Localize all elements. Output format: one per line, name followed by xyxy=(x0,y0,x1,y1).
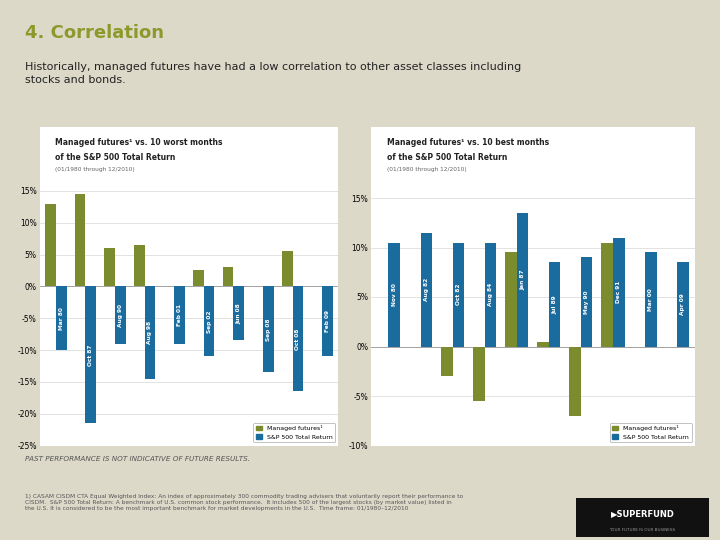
Text: Oct 87: Oct 87 xyxy=(89,344,94,366)
Bar xyxy=(174,286,185,343)
Text: May 90: May 90 xyxy=(584,290,589,314)
Bar xyxy=(115,286,126,343)
Text: Managed futures¹ vs. 10 best months: Managed futures¹ vs. 10 best months xyxy=(387,138,549,147)
Bar xyxy=(549,262,560,347)
Text: Jul 89: Jul 89 xyxy=(552,295,557,314)
Bar xyxy=(581,258,593,347)
Bar xyxy=(204,286,215,356)
Bar xyxy=(45,204,56,286)
Text: (01/1980 through 12/2010): (01/1980 through 12/2010) xyxy=(387,167,467,172)
Legend: Managed futures¹, S&P 500 Total Return: Managed futures¹, S&P 500 Total Return xyxy=(610,423,692,442)
Bar xyxy=(441,347,453,376)
Text: of the S&P 500 Total Return: of the S&P 500 Total Return xyxy=(387,153,508,161)
Bar xyxy=(485,242,496,347)
Text: Oct 08: Oct 08 xyxy=(295,328,300,349)
Bar xyxy=(322,286,333,356)
Bar xyxy=(537,342,549,347)
Text: 1) CASAM CISDM CTA Equal Weighted Index: An index of approximately 300 commodity: 1) CASAM CISDM CTA Equal Weighted Index:… xyxy=(25,494,464,511)
Bar xyxy=(453,242,464,347)
Bar xyxy=(193,271,204,286)
Text: Sep 02: Sep 02 xyxy=(207,310,212,333)
Text: Aug 82: Aug 82 xyxy=(424,278,429,301)
Bar xyxy=(222,267,233,286)
Text: Dec 91: Dec 91 xyxy=(616,281,621,303)
Text: PAST PERFORMANCE IS NOT INDICATIVE OF FUTURE RESULTS.: PAST PERFORMANCE IS NOT INDICATIVE OF FU… xyxy=(25,456,251,462)
Bar xyxy=(505,253,517,347)
Text: Feb 09: Feb 09 xyxy=(325,310,330,333)
Bar xyxy=(613,238,624,347)
Bar xyxy=(86,286,96,423)
Text: Feb 01: Feb 01 xyxy=(177,304,182,326)
Text: Aug 98: Aug 98 xyxy=(148,321,153,344)
Text: Historically, managed futures have had a low correlation to other asset classes : Historically, managed futures have had a… xyxy=(25,62,521,85)
Bar xyxy=(389,242,400,347)
Text: Mar 00: Mar 00 xyxy=(648,288,653,311)
Text: YOUR FUTURE IS OUR BUSINESS: YOUR FUTURE IS OUR BUSINESS xyxy=(610,528,675,531)
Bar xyxy=(104,248,115,286)
Text: Nov 80: Nov 80 xyxy=(392,283,397,306)
Text: 4. Correlation: 4. Correlation xyxy=(25,24,164,42)
Bar xyxy=(263,286,274,372)
Text: Oct 82: Oct 82 xyxy=(456,284,461,305)
Bar xyxy=(570,347,581,416)
Bar xyxy=(473,347,485,401)
Text: Jun 08: Jun 08 xyxy=(236,303,241,324)
Bar xyxy=(677,262,689,347)
Text: Apr 09: Apr 09 xyxy=(680,294,685,315)
Text: ▶SUPERFUND: ▶SUPERFUND xyxy=(611,509,675,518)
Bar xyxy=(56,286,66,350)
Bar xyxy=(134,245,145,286)
Bar xyxy=(282,252,292,286)
Bar xyxy=(75,194,86,286)
Text: Aug 84: Aug 84 xyxy=(488,283,493,306)
Text: Aug 90: Aug 90 xyxy=(118,303,123,327)
Text: Sep 08: Sep 08 xyxy=(266,318,271,341)
Text: Mar 80: Mar 80 xyxy=(59,307,63,329)
Text: Managed futures¹ vs. 10 worst months: Managed futures¹ vs. 10 worst months xyxy=(55,138,222,147)
Text: of the S&P 500 Total Return: of the S&P 500 Total Return xyxy=(55,153,175,161)
Legend: Managed futures¹, S&P 500 Total Return: Managed futures¹, S&P 500 Total Return xyxy=(253,423,336,442)
Bar xyxy=(420,233,432,347)
Bar xyxy=(145,286,156,379)
Bar xyxy=(517,213,528,347)
Text: (01/1980 through 12/2010): (01/1980 through 12/2010) xyxy=(55,167,135,172)
Text: Jan 87: Jan 87 xyxy=(520,269,525,290)
Bar xyxy=(233,286,244,341)
Bar xyxy=(601,242,613,347)
Bar xyxy=(292,286,303,391)
Bar xyxy=(645,253,657,347)
